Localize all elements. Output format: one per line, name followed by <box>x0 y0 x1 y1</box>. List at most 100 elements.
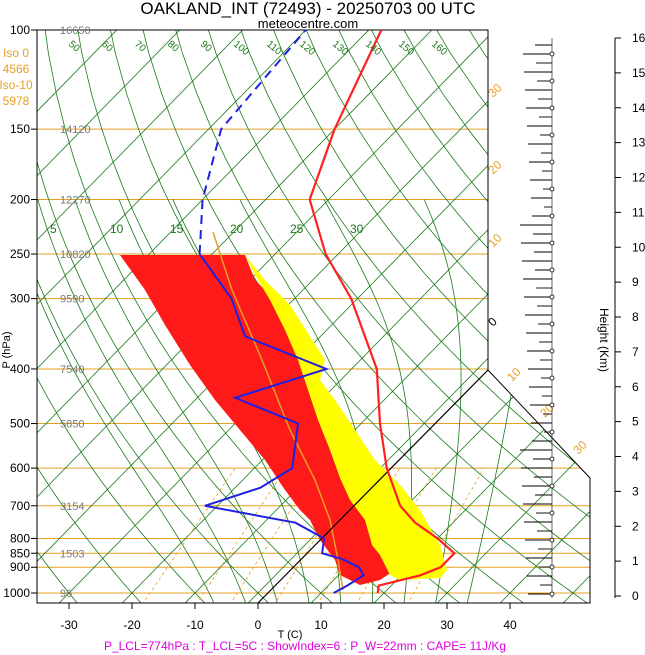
calm-wind-marker <box>549 78 555 84</box>
height-tick-label: 8 <box>632 310 639 324</box>
chart-subtitle: meteocentre.com <box>258 16 358 31</box>
y-tick-label: 600 <box>10 461 30 475</box>
calm-wind-marker <box>549 429 555 435</box>
isotherm-line <box>561 30 590 603</box>
height-label: 12270 <box>60 194 91 206</box>
dry-adiabat-label: 130 <box>330 39 350 58</box>
dry-adiabat-line <box>515 30 590 603</box>
y-tick-label: 500 <box>10 417 30 431</box>
y-tick-label: 800 <box>10 531 30 545</box>
iso-10-label: Iso-10 <box>0 78 33 92</box>
mixing-ratio-line <box>141 467 236 603</box>
x-tick-label: 30 <box>440 618 454 632</box>
height-tick-label: 9 <box>632 275 639 289</box>
height-tick-label: 3 <box>632 484 639 498</box>
calm-wind-marker <box>549 537 555 543</box>
y-tick-label: 850 <box>10 546 30 560</box>
dry-adiabat-line <box>199 30 590 603</box>
y-tick-label: 100 <box>10 23 30 37</box>
height-tick-label: 4 <box>632 450 639 464</box>
moist-adiabat-label: 10 <box>110 222 124 236</box>
moist-adiabat-line <box>466 199 526 603</box>
y-tick-label: 900 <box>10 560 30 574</box>
hodograph-ring-label: 10 <box>504 365 524 385</box>
y-tick-label: 700 <box>10 499 30 513</box>
height-label: 9590 <box>60 294 84 306</box>
wind-barbs <box>520 44 555 597</box>
height-tick-label: 14 <box>632 101 645 115</box>
calm-wind-marker <box>549 402 555 408</box>
height-tick-label: 13 <box>632 136 645 150</box>
x-tick-label: -30 <box>60 618 78 632</box>
dry-adiabat-line <box>136 30 590 603</box>
isotherm-line <box>498 30 590 603</box>
isotherm-line <box>37 30 395 603</box>
y-tick-label: 150 <box>10 122 30 136</box>
dry-adiabat-label: 140 <box>363 39 383 58</box>
y-axis-label: P (hPa) <box>1 331 13 368</box>
height-label: 1503 <box>60 548 84 560</box>
moist-adiabat-label: 15 <box>170 222 184 236</box>
isotherm-line <box>435 30 590 603</box>
height-tick-label: 11 <box>632 205 645 219</box>
plot-frame <box>36 29 591 604</box>
calm-wind-marker <box>549 375 555 381</box>
dry-adiabat-line <box>294 30 590 603</box>
temperature-axis: -30 -20 -10 0 10 20 30 40 <box>60 603 517 632</box>
iso0-label: Iso 0 <box>3 46 29 60</box>
height-tick-label: 15 <box>632 66 645 80</box>
hodograph-ring-label: 30 <box>570 438 590 458</box>
isotherm-line <box>37 30 206 603</box>
height-label: 10820 <box>60 249 91 261</box>
y2-axis-label: Height (Km) <box>597 308 611 372</box>
hodograph-ring-label: 0 <box>485 314 500 329</box>
dry-adiabat-line <box>231 30 590 603</box>
isotherm-line <box>37 30 269 603</box>
isotherm-line <box>183 30 590 603</box>
cape-area <box>120 255 405 585</box>
parcel-path <box>212 231 344 591</box>
x-axis-label: T (C) <box>278 629 303 641</box>
height-label: 16650 <box>60 25 91 37</box>
moist-adiabat-label: 25 <box>290 222 304 236</box>
calm-wind-marker <box>549 591 555 597</box>
calm-wind-marker <box>549 267 555 273</box>
iso0-value: 4566 <box>3 62 30 76</box>
dry-adiabat-label: 100 <box>231 39 251 58</box>
geopotential-heights: 16650 14120 12270 10820 9590 7540 5850 3154 1503… <box>60 25 91 600</box>
calm-wind-marker <box>549 240 555 246</box>
height-label: 96 <box>60 588 72 600</box>
dry-adiabat-line <box>389 30 590 603</box>
temperature-line <box>308 29 456 594</box>
dry-adiabat-label: 150 <box>396 39 416 58</box>
iso-10-value: 5978 <box>3 94 30 108</box>
height-tick-label: 16 <box>632 31 645 45</box>
isotherm-line <box>37 30 332 603</box>
dry-adiabat-label: 160 <box>429 39 449 58</box>
moist-adiabat-label: 20 <box>230 222 244 236</box>
height-label: 14120 <box>60 124 91 136</box>
calm-wind-marker <box>549 348 555 354</box>
moist-adiabat-line <box>37 199 247 603</box>
moist-adiabat-label: 30 <box>350 222 364 236</box>
dry-adiabat-line <box>262 30 590 603</box>
dry-adiabat-line <box>167 30 590 603</box>
height-tick-label: 0 <box>632 589 639 603</box>
dewpoint-line <box>198 253 365 594</box>
x-tick-label: -10 <box>186 618 204 632</box>
height-tick-label: 10 <box>632 240 645 254</box>
moist-adiabat-line <box>74 199 279 603</box>
dewpoint-upper-line <box>198 29 307 255</box>
calm-wind-marker <box>549 294 555 300</box>
calm-wind-marker <box>549 159 555 165</box>
calm-wind-marker <box>549 51 555 57</box>
x-tick-label: 10 <box>314 618 328 632</box>
calm-wind-marker <box>549 483 555 489</box>
y-tick-label: 400 <box>10 362 30 376</box>
calm-wind-marker <box>549 213 555 219</box>
dry-adiabat-line <box>37 30 143 603</box>
height-tick-label: 12 <box>632 171 645 185</box>
